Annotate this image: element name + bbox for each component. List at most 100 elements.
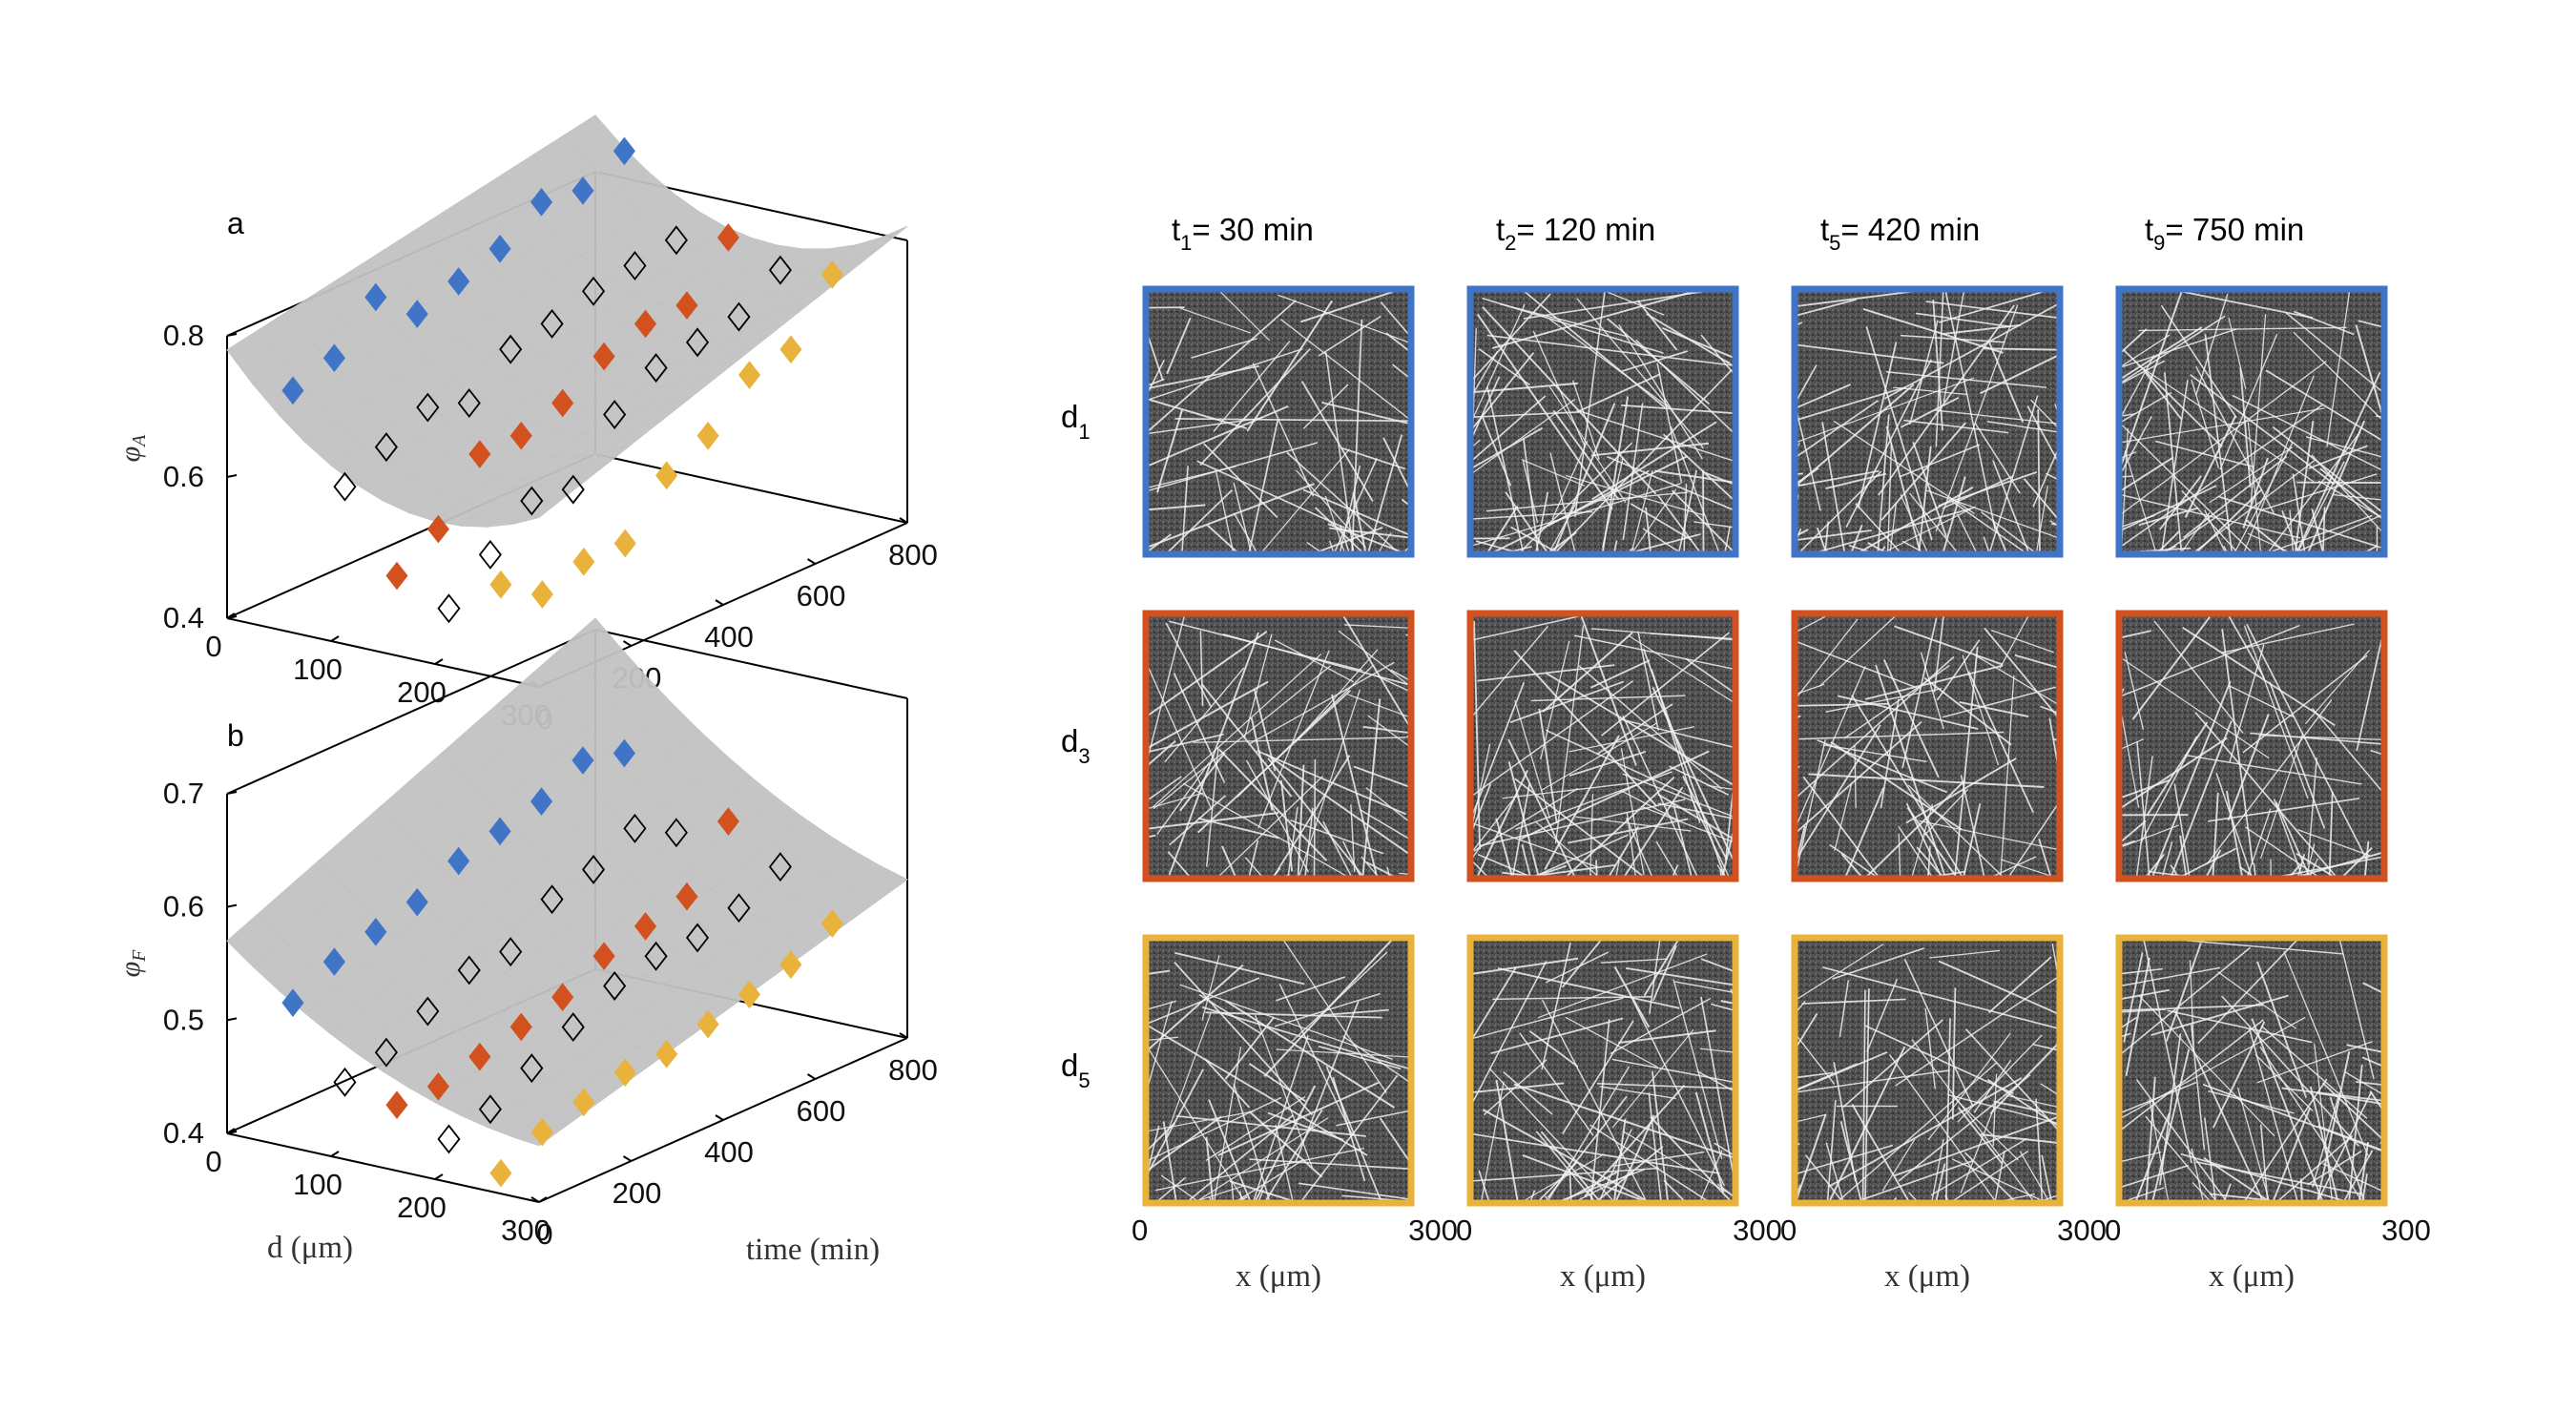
row-header-symbol: d: [1061, 723, 1078, 758]
b-marker-open: [644, 941, 668, 971]
fiber: [1467, 743, 1491, 852]
fiber: [2030, 399, 2063, 434]
fiber: [1730, 988, 1738, 1009]
fiber: [1792, 611, 1836, 635]
tile-fibers: [1143, 288, 1414, 557]
fiber: [2260, 1025, 2368, 1119]
fiber: [1505, 491, 1552, 557]
fiber: [1342, 615, 1414, 736]
fiber: [1842, 1019, 1944, 1108]
a-marker-open: [540, 308, 564, 339]
tile-border-yellow: [1466, 934, 1739, 1207]
fiber: [1196, 460, 1345, 529]
fiber: [2145, 1076, 2156, 1206]
b-marker-blue: [488, 817, 511, 846]
fiber: [1341, 840, 1364, 882]
fiber: [1834, 783, 1853, 851]
b-marker-yellow: [696, 1009, 719, 1039]
fiber: [1474, 770, 1528, 882]
a-marker-blue: [281, 376, 304, 405]
fiber: [2358, 320, 2387, 329]
fiber: [1956, 513, 1980, 557]
b-marker-blue: [571, 746, 594, 775]
fiber: [2005, 1094, 2063, 1110]
fiber: [1650, 633, 1738, 640]
fiber: [2371, 551, 2381, 557]
fiber: [2116, 966, 2221, 987]
fiber: [1576, 298, 1705, 449]
fiber: [1864, 1025, 2014, 1095]
column-header: t1= 30 min: [1172, 212, 1314, 255]
fiber: [1205, 1011, 1382, 1019]
fiber: [1143, 834, 1156, 840]
fiber: [1151, 1176, 1187, 1206]
fiber: [1243, 633, 1273, 738]
fiber: [1908, 492, 1963, 557]
b-marker-open: [457, 955, 481, 986]
fiber: [2122, 824, 2179, 847]
fiber: [1893, 1115, 2059, 1177]
fiber: [1694, 1091, 1725, 1193]
fiber: [1808, 773, 2045, 788]
fiber: [1153, 665, 1332, 810]
fiber: [1170, 1200, 1173, 1206]
b-marker-open: [333, 1067, 357, 1097]
fiber: [1942, 323, 2022, 336]
b-ttick-mark: [622, 1155, 633, 1162]
b-dtick-label: 0: [205, 1145, 221, 1178]
fiber: [1793, 1113, 1827, 1206]
fiber: [1206, 524, 1244, 557]
fiber: [1645, 507, 1652, 557]
fiber: [1257, 650, 1330, 829]
fiber: [1324, 495, 1347, 557]
fiber: [1934, 409, 2063, 425]
fiber: [2297, 829, 2371, 857]
fiber: [2344, 1071, 2387, 1098]
fiber: [2247, 422, 2262, 557]
fiber: [1227, 1158, 1305, 1206]
fiber: [2294, 371, 2381, 557]
fiber: [2269, 681, 2326, 829]
a-marker-red: [426, 514, 449, 544]
fiber: [2328, 791, 2334, 882]
fiber: [1322, 820, 1355, 882]
fiber: [2137, 994, 2275, 1137]
b-ztick-label: 0.4: [163, 1116, 204, 1150]
fiber: [1143, 733, 1225, 755]
fiber: [1467, 961, 1548, 1114]
fiber: [2192, 1182, 2216, 1206]
fiber: [1148, 1048, 1249, 1206]
fiber: [1942, 290, 1965, 403]
fiber: [2321, 1082, 2387, 1145]
fiber: [1483, 506, 1519, 557]
fiber: [2138, 507, 2199, 527]
fiber: [1535, 821, 1606, 882]
fiber: [1957, 1107, 2003, 1165]
fiber: [1992, 460, 2032, 557]
b-marker-yellow: [779, 950, 802, 979]
fiber: [2037, 408, 2041, 557]
fiber: [1980, 1133, 2063, 1145]
b-ztick-label: 0.7: [163, 777, 204, 810]
fiber: [1180, 1114, 1295, 1206]
fiber: [1379, 1117, 1414, 1171]
a-marker-open: [644, 353, 668, 384]
fiber: [2243, 625, 2309, 799]
fiber: [2116, 328, 2148, 359]
fiber: [1633, 533, 1701, 553]
a-marker-open: [727, 301, 751, 332]
b-marker-blue: [530, 787, 553, 816]
fiber: [1213, 341, 1291, 432]
a-marker-open: [685, 327, 710, 358]
fiber: [1321, 401, 1414, 426]
fiber: [1229, 1180, 1312, 1206]
fiber: [1341, 446, 1406, 470]
fiber: [1471, 1132, 1720, 1174]
fiber: [1544, 1066, 1631, 1206]
fiber: [2265, 369, 2387, 445]
image-tile: [1791, 610, 2064, 882]
b-marker-blue: [322, 947, 345, 976]
fiber: [1361, 856, 1383, 882]
fiber: [2273, 799, 2305, 882]
fiber: [1514, 699, 1550, 820]
